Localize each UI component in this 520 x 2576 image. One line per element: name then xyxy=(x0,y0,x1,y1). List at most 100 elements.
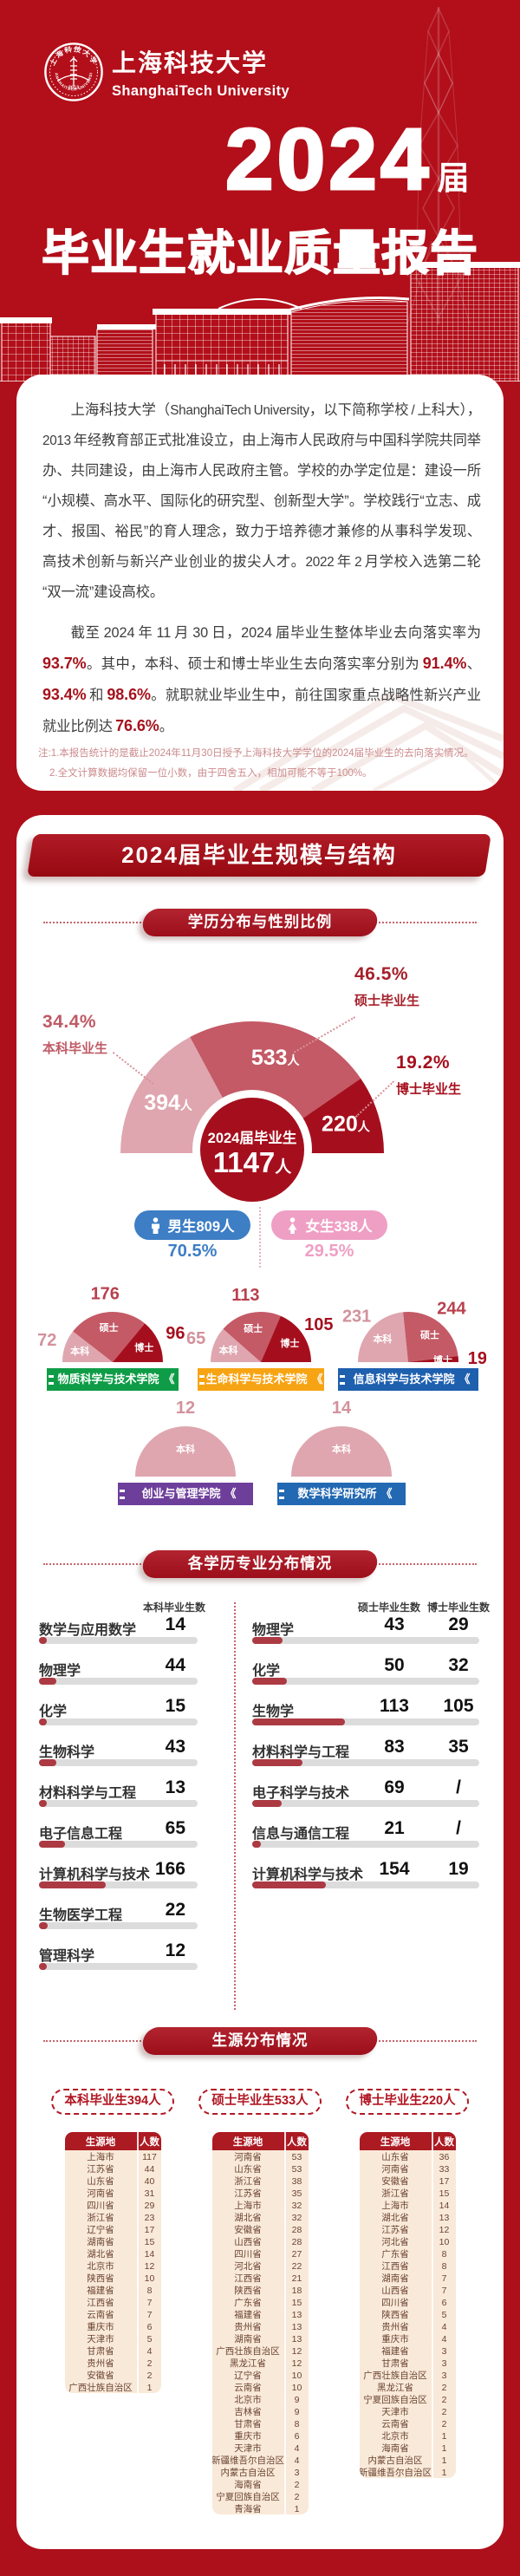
major-label: 计算机科学与技术 xyxy=(252,1868,364,1882)
origin-row: 安徽省 2 xyxy=(64,2369,161,2382)
origin-place: 江西省 xyxy=(234,2273,262,2284)
bar-fill xyxy=(39,1881,106,1888)
major-row-bachelor-5: 电子信息工程 65 xyxy=(39,1818,198,1861)
origin-row: 天津市 2 xyxy=(359,2405,456,2418)
major-label: 材料科学与工程 xyxy=(252,1745,350,1760)
gender-divider-dotted xyxy=(259,1207,261,1268)
origin-row: 北京市 9 xyxy=(211,2393,309,2406)
origin-place: 云南省 xyxy=(381,2419,409,2429)
origin-row: 上海市 32 xyxy=(211,2199,309,2212)
origin-count: 27 xyxy=(291,2248,302,2260)
origin-count: 22 xyxy=(291,2260,302,2272)
footnote-1: 注:1.本报告统计的是截止2024年11月30日授予上海科技大学学位的2024届… xyxy=(38,748,474,759)
origin-row-gap xyxy=(431,2260,433,2273)
female-count-pill: 女生338人 xyxy=(271,1210,387,1240)
origin-count: 12 xyxy=(439,2224,450,2235)
major-label: 生物科学 xyxy=(39,1745,95,1760)
origin-row-gap xyxy=(431,2284,433,2297)
majors-column-divider xyxy=(234,1602,236,2010)
college-slice-label: 硕士 xyxy=(420,1329,439,1341)
college-ribbon: 生命科学与技术学院《 xyxy=(198,1368,324,1391)
origin-row-gap xyxy=(136,2344,139,2358)
origin-row-gap xyxy=(431,2272,433,2285)
origin-row-gap xyxy=(431,2332,433,2345)
origin-row: 湖北省 14 xyxy=(64,2247,161,2260)
subsection-banner-degree-gender: 学历分布与性别比例 xyxy=(43,909,477,936)
origin-place: 天津市 xyxy=(87,2334,114,2344)
stat-highlight: 93.7% xyxy=(42,655,87,672)
university-seal-logo: 上海科技大学 SHANGHAITECH UNIVERSITY 2013 xyxy=(44,42,103,101)
origin-pill-2: 博士毕业生220人 xyxy=(346,2089,469,2115)
origin-place: 宁夏回族自治区 xyxy=(216,2492,280,2502)
origin-row-gap xyxy=(283,2284,286,2297)
major-value: 15 xyxy=(165,1696,185,1716)
major-master-value: 113 xyxy=(380,1696,409,1716)
origin-row-gap xyxy=(283,2466,286,2479)
major-row-graduate-4: 电子科学与技术 69 / xyxy=(252,1777,479,1820)
major-label: 材料科学与工程 xyxy=(39,1786,137,1801)
origin-row-gap xyxy=(283,2417,286,2430)
origin-place: 北京市 xyxy=(234,2395,262,2405)
origin-row-gap xyxy=(283,2199,286,2212)
origin-row-gap xyxy=(136,2381,139,2393)
bar-fill xyxy=(39,1759,56,1766)
major-master-value: 83 xyxy=(384,1737,405,1757)
origin-row-gap xyxy=(283,2247,286,2260)
building-watermark xyxy=(232,691,504,791)
college-slice-value: 72 xyxy=(37,1331,56,1350)
main-card: 2024届毕业生规模与结构 学历分布与性别比例 394人 533人 220人 2024… xyxy=(16,815,504,2549)
origin-row-gap xyxy=(283,2223,286,2236)
origin-row-gap xyxy=(431,2150,433,2163)
origin-count: 13 xyxy=(291,2321,302,2332)
origin-count: 2 xyxy=(441,2382,447,2393)
college-slice-value: 14 xyxy=(332,1399,352,1418)
latin-text: 2013 xyxy=(42,434,74,448)
origin-row-gap xyxy=(283,2393,286,2406)
ribbon-chevron-mark: 《 xyxy=(311,1373,323,1386)
origin-row: 甘肃省 8 xyxy=(211,2417,309,2430)
origin-place: 上海市 xyxy=(87,2152,114,2162)
origin-place: 北京市 xyxy=(87,2261,114,2272)
major-row-bachelor-0: 数学与应用数学 14 xyxy=(39,1614,198,1657)
origin-row: 吉林省 9 xyxy=(211,2405,309,2418)
intro-text-segment: 。就职就业毕业生中，前往国家重点战略性新兴产业就业比例达 xyxy=(42,688,481,734)
origin-count: 28 xyxy=(291,2224,302,2235)
origin-place: 贵州省 xyxy=(381,2322,409,2332)
origin-place: 重庆市 xyxy=(234,2431,262,2442)
bar-track xyxy=(39,1881,198,1888)
origin-row: 湖北省 13 xyxy=(359,2211,456,2224)
origin-count: 13 xyxy=(291,2333,302,2344)
origin-row-gap xyxy=(283,2442,286,2455)
origin-row-gap xyxy=(136,2357,139,2370)
origin-count: 1 xyxy=(441,2442,447,2454)
origin-row-gap xyxy=(431,2320,433,2333)
bar-fill xyxy=(39,1637,47,1644)
origin-place: 黑龙江省 xyxy=(230,2358,266,2369)
origin-place: 上海市 xyxy=(234,2201,262,2211)
origin-row-gap xyxy=(136,2211,139,2224)
bar-fill xyxy=(39,1963,47,1970)
origin-row-gap xyxy=(283,2332,286,2345)
major-label: 化学 xyxy=(39,1705,68,1719)
origin-count: 7 xyxy=(441,2273,447,2284)
major-label: 电子科学与技术 xyxy=(252,1786,350,1801)
college-slice-value: 105 xyxy=(304,1315,333,1334)
origin-row: 甘肃省 3 xyxy=(359,2357,456,2370)
origin-count: 33 xyxy=(439,2163,450,2175)
section-banner-title: 2024届毕业生规模与结构 xyxy=(121,842,397,868)
origin-row-gap xyxy=(431,2308,433,2321)
year-suffix: 届 xyxy=(437,160,470,196)
callout-master: 46.5% 硕士毕业生 xyxy=(354,964,419,1009)
campus-skyline-illustration xyxy=(0,262,520,382)
origin-row: 贵州省 4 xyxy=(359,2320,456,2333)
origin-row-gap xyxy=(136,2247,139,2260)
origin-row-gap xyxy=(431,2357,433,2370)
origin-count: 8 xyxy=(146,2285,153,2296)
major-doctor-value: 29 xyxy=(448,1614,469,1634)
origin-place: 广西壮族自治区 xyxy=(68,2383,133,2393)
origin-row: 海南省 1 xyxy=(359,2442,456,2455)
column-header-bachelor-count: 本科毕业生数 xyxy=(143,1601,206,1614)
origin-place: 湖南省 xyxy=(234,2334,262,2344)
origin-count: 15 xyxy=(144,2236,155,2247)
